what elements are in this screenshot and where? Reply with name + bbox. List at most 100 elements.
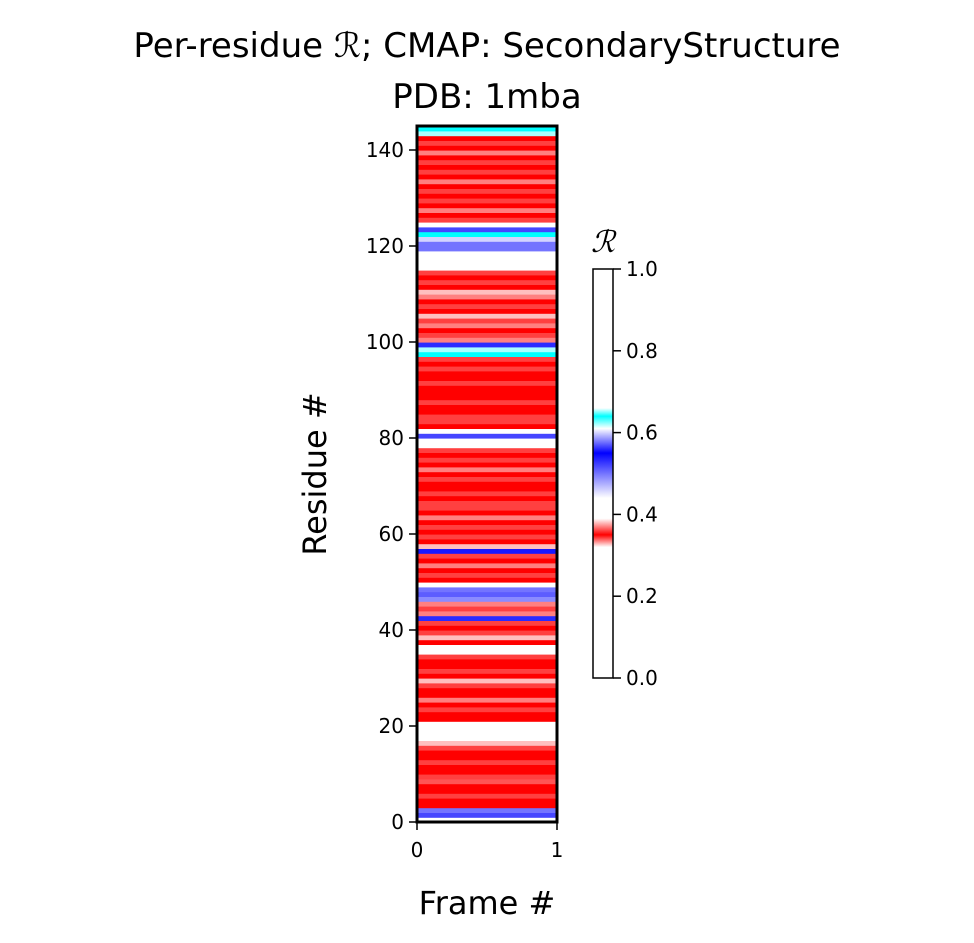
- heatmap-cell: [417, 294, 557, 300]
- heatmap-cell: [417, 711, 557, 717]
- y-axis: 0 20 40 60 80 100 120 140: [366, 138, 417, 834]
- heatmap-cell: [417, 634, 557, 641]
- heatmap-cell: [417, 562, 557, 569]
- y-tick-label: 100: [366, 330, 404, 354]
- heatmap-cell: [417, 159, 557, 165]
- heatmap-cell: [417, 265, 557, 271]
- x-axis-label: Frame #: [419, 884, 556, 922]
- heatmap-cell: [417, 591, 557, 597]
- heatmap-cell: [417, 241, 557, 247]
- heatmap-cell: [417, 337, 557, 343]
- heatmap-cell: [417, 226, 557, 233]
- heatmap-cell: [417, 351, 557, 357]
- colorbar-gradient: [593, 269, 613, 678]
- heatmap-cell: [417, 404, 557, 410]
- heatmap-cell: [417, 366, 557, 372]
- heatmap-cell: [417, 750, 557, 756]
- heatmap-cell: [417, 514, 557, 521]
- plot-frame: [415, 124, 559, 824]
- heatmap-cell: [417, 567, 557, 573]
- heatmap-cell: [417, 500, 557, 506]
- heatmap-cell: [417, 178, 557, 185]
- y-tick-label: 20: [379, 714, 404, 738]
- heatmap-cell: [417, 236, 557, 242]
- heatmap-cell: [417, 788, 557, 794]
- chart-subtitle: PDB: 1mba: [392, 77, 581, 117]
- heatmap-cell: [417, 519, 557, 525]
- heatmap-cell: [417, 481, 557, 487]
- heatmap-cell: [417, 764, 557, 770]
- heatmap-cell: [417, 255, 557, 261]
- heatmap-cell: [417, 721, 557, 727]
- heatmap-cell: [417, 702, 557, 708]
- heatmap-cell: [417, 145, 557, 151]
- heatmap-cell: [417, 174, 557, 180]
- heatmap-cell: [417, 582, 557, 588]
- heatmap-cell: [417, 706, 557, 713]
- heatmap-cell: [417, 606, 557, 612]
- heatmap-cell: [417, 783, 557, 789]
- colorbar-tick-label: 0.4: [626, 502, 658, 526]
- y-tick-label: 40: [379, 618, 404, 642]
- x-tick-label: 0: [411, 838, 424, 862]
- heatmap-cell: [417, 558, 557, 564]
- colorbar-tick-label: 0.8: [626, 339, 658, 363]
- heatmap-cell: [417, 270, 557, 276]
- y-tick-label: 60: [379, 522, 404, 546]
- heatmap-cell: [417, 217, 557, 223]
- heatmap-cell: [417, 202, 557, 209]
- heatmap-cell: [417, 745, 557, 751]
- heatmap-cell: [417, 428, 557, 434]
- heatmap-cell: [417, 697, 557, 703]
- heatmap-cell: [417, 385, 557, 391]
- heatmap-cell: [417, 735, 557, 741]
- heatmap-cell: [417, 423, 557, 429]
- heatmap-cell: [417, 807, 557, 813]
- heatmap-cell: [417, 769, 557, 775]
- x-tick-label: 1: [551, 838, 564, 862]
- heatmap-cell: [417, 654, 557, 660]
- heatmap-cell: [417, 639, 557, 645]
- heatmap-cell: [417, 164, 557, 170]
- heatmap-cell: [417, 447, 557, 453]
- heatmap-cell: [417, 246, 557, 252]
- heatmap-cell: [417, 135, 557, 141]
- heatmap-cell: [417, 802, 557, 809]
- heatmap-cell: [417, 812, 557, 818]
- heatmap-cell: [417, 543, 557, 549]
- heatmap-cell: [417, 399, 557, 405]
- heatmap-cell: [417, 289, 557, 295]
- heatmap-cell: [417, 342, 557, 348]
- heatmap-cell: [417, 610, 557, 617]
- heatmap-cell: [417, 817, 557, 823]
- heatmap-cell: [417, 620, 557, 626]
- heatmap-cell: [417, 649, 557, 655]
- heatmap-cell: [417, 630, 557, 636]
- heatmap-cell: [417, 380, 557, 386]
- heatmap-cell: [417, 222, 557, 228]
- heatmap-cell: [417, 678, 557, 684]
- heatmap-cell: [417, 548, 557, 554]
- heatmap-cell: [417, 601, 557, 607]
- heatmap-cell: [417, 322, 557, 329]
- heatmap-cell: [417, 668, 557, 674]
- heatmap-cell: [417, 495, 557, 501]
- heatmap-cell: [417, 207, 557, 213]
- heatmap-cell: [417, 154, 557, 161]
- heatmap-cell: [417, 692, 557, 698]
- heatmap-cell: [417, 466, 557, 473]
- heatmap-cell: [417, 529, 557, 535]
- colorbar-tick-label: 1.0: [626, 257, 658, 281]
- y-tick-label: 0: [391, 810, 404, 834]
- y-tick-label: 80: [379, 426, 404, 450]
- heatmap-cell: [417, 303, 557, 309]
- heatmap-cell: [417, 327, 557, 333]
- heatmap-cell: [417, 260, 557, 266]
- heatmap-cell: [417, 193, 557, 199]
- colorbar-label: ℛ: [591, 225, 617, 260]
- heatmap-cell: [417, 462, 557, 468]
- heatmap-cell: [417, 332, 557, 338]
- heatmap-cell: [417, 553, 557, 559]
